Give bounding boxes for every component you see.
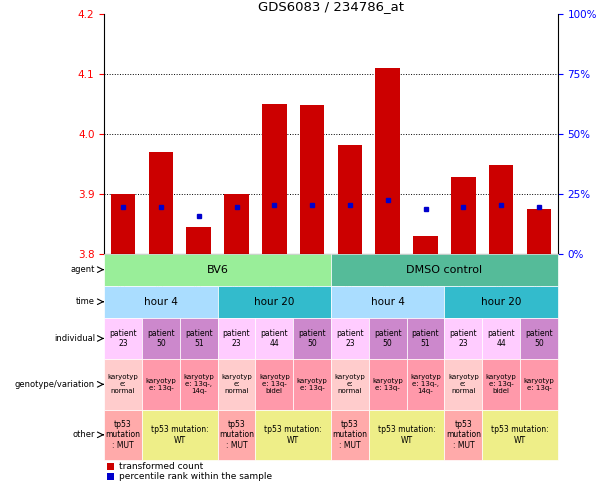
Bar [444, 359, 482, 410]
Bar [489, 165, 514, 254]
Bar [107, 473, 114, 480]
Bar [256, 410, 331, 460]
Bar [218, 359, 256, 410]
Bar [444, 410, 482, 460]
Bar [482, 359, 520, 410]
Text: hour 4: hour 4 [371, 297, 405, 307]
Bar [520, 318, 558, 359]
Bar [293, 359, 331, 410]
Text: karyotyp
e: 13q-: karyotyp e: 13q- [524, 378, 554, 391]
Bar [520, 359, 558, 410]
Bar [180, 359, 218, 410]
Bar [369, 359, 406, 410]
Bar [111, 194, 135, 254]
Text: other: other [72, 430, 95, 440]
Bar [331, 285, 444, 318]
Text: transformed count: transformed count [119, 462, 203, 471]
Bar [451, 177, 476, 254]
Text: karyotyp
e: 13q-,
14q-: karyotyp e: 13q-, 14q- [183, 374, 214, 394]
Bar [331, 318, 369, 359]
Bar [406, 318, 444, 359]
Bar [338, 145, 362, 254]
Bar [218, 318, 256, 359]
Text: agent: agent [70, 265, 95, 274]
Text: DMSO control: DMSO control [406, 265, 482, 275]
Text: tp53 mutation:
WT: tp53 mutation: WT [491, 425, 549, 444]
Text: patient
51: patient 51 [185, 329, 213, 348]
Text: karyotyp
e:
normal: karyotyp e: normal [335, 374, 365, 394]
Bar [142, 359, 180, 410]
Bar [444, 318, 482, 359]
Bar [142, 318, 180, 359]
Text: patient
50: patient 50 [147, 329, 175, 348]
Bar [262, 104, 287, 254]
Bar [527, 209, 551, 254]
Text: karyotyp
e: 13q-
bidel: karyotyp e: 13q- bidel [259, 374, 290, 394]
Text: genotype/variation: genotype/variation [15, 380, 95, 389]
Bar [218, 410, 256, 460]
Bar [107, 463, 114, 470]
Bar [369, 318, 406, 359]
Text: hour 20: hour 20 [481, 297, 521, 307]
Bar [331, 254, 558, 285]
Bar [482, 318, 520, 359]
Text: patient
51: patient 51 [412, 329, 440, 348]
Text: karyotyp
e: 13q-: karyotyp e: 13q- [297, 378, 327, 391]
Text: patient
23: patient 23 [449, 329, 477, 348]
Text: patient
23: patient 23 [223, 329, 250, 348]
Bar [406, 359, 444, 410]
Bar [224, 194, 249, 254]
Text: tp53 mutation:
WT: tp53 mutation: WT [378, 425, 435, 444]
Bar [104, 410, 142, 460]
Text: tp53
mutation
: MUT: tp53 mutation : MUT [332, 420, 367, 450]
Bar [293, 318, 331, 359]
Text: hour 20: hour 20 [254, 297, 294, 307]
Text: percentile rank within the sample: percentile rank within the sample [119, 472, 272, 481]
Text: patient
50: patient 50 [299, 329, 326, 348]
Text: karyotyp
e:
normal: karyotyp e: normal [221, 374, 252, 394]
Bar [375, 68, 400, 254]
Text: karyotyp
e:
normal: karyotyp e: normal [108, 374, 139, 394]
Text: karyotyp
e: 13q-: karyotyp e: 13q- [145, 378, 177, 391]
Text: BV6: BV6 [207, 265, 229, 275]
Text: karyotyp
e:
normal: karyotyp e: normal [448, 374, 479, 394]
Bar [186, 227, 211, 254]
Bar [256, 318, 293, 359]
Bar [300, 105, 324, 254]
Bar [369, 410, 444, 460]
Text: tp53
mutation
: MUT: tp53 mutation : MUT [105, 420, 140, 450]
Text: tp53
mutation
: MUT: tp53 mutation : MUT [446, 420, 481, 450]
Bar [104, 285, 218, 318]
Text: time: time [76, 297, 95, 306]
Bar [180, 318, 218, 359]
Bar [148, 152, 173, 254]
Bar [331, 359, 369, 410]
Text: tp53 mutation:
WT: tp53 mutation: WT [264, 425, 322, 444]
Bar [104, 359, 142, 410]
Bar [104, 254, 331, 285]
Text: patient
50: patient 50 [525, 329, 553, 348]
Text: tp53 mutation:
WT: tp53 mutation: WT [151, 425, 208, 444]
Text: patient
50: patient 50 [374, 329, 402, 348]
Text: patient
44: patient 44 [487, 329, 515, 348]
Text: karyotyp
e: 13q-: karyotyp e: 13q- [372, 378, 403, 391]
Bar [482, 410, 558, 460]
Text: patient
23: patient 23 [336, 329, 364, 348]
Bar [331, 410, 369, 460]
Text: karyotyp
e: 13q-,
14q-: karyotyp e: 13q-, 14q- [410, 374, 441, 394]
Text: individual: individual [54, 334, 95, 343]
Bar [142, 410, 218, 460]
Bar [256, 359, 293, 410]
Text: hour 4: hour 4 [144, 297, 178, 307]
Title: GDS6083 / 234786_at: GDS6083 / 234786_at [258, 0, 404, 14]
Text: karyotyp
e: 13q-
bidel: karyotyp e: 13q- bidel [485, 374, 517, 394]
Text: patient
44: patient 44 [261, 329, 288, 348]
Bar [413, 236, 438, 254]
Bar [218, 285, 331, 318]
Bar [444, 285, 558, 318]
Bar [104, 318, 142, 359]
Text: tp53
mutation
: MUT: tp53 mutation : MUT [219, 420, 254, 450]
Text: patient
23: patient 23 [109, 329, 137, 348]
